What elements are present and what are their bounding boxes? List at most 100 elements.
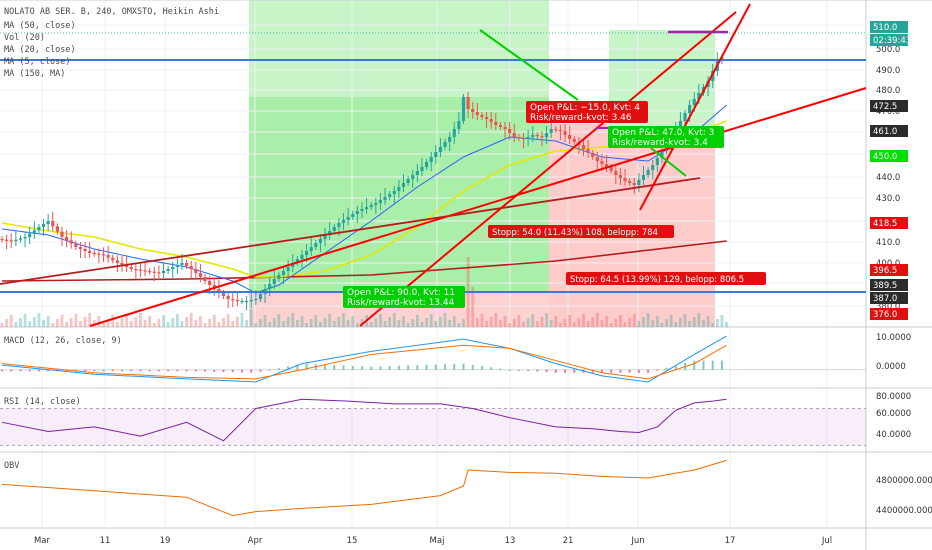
candle	[134, 269, 138, 271]
candle	[272, 279, 276, 284]
volume-bar	[79, 321, 82, 327]
candle	[166, 269, 170, 271]
candle	[351, 214, 355, 217]
volume-bar	[5, 319, 9, 327]
volume-bar	[139, 313, 142, 327]
candle	[14, 239, 18, 241]
candle	[531, 135, 535, 137]
volume-bar	[88, 313, 92, 327]
macd-histogram-bar	[674, 365, 677, 370]
position-label-box	[526, 101, 648, 123]
legend-indicator: MA (5, close)	[4, 57, 71, 67]
macd-histogram-bar	[425, 364, 428, 370]
volume-bar	[429, 314, 433, 327]
macd-histogram-bar	[268, 369, 271, 371]
volume-bar	[586, 321, 590, 327]
candle	[300, 255, 304, 259]
candle	[494, 122, 498, 125]
candle	[291, 263, 295, 267]
price-tag: 387.0	[873, 294, 897, 304]
candle	[198, 273, 203, 277]
candle	[688, 105, 692, 113]
candle	[332, 227, 336, 231]
macd-histogram-bar	[388, 366, 391, 370]
price-tick: 480.0	[876, 86, 900, 96]
volume-bar	[97, 316, 101, 327]
volume-bar	[526, 318, 530, 327]
macd-histogram-bar	[573, 369, 576, 373]
volume-bar	[143, 320, 147, 327]
volume-bar	[402, 316, 405, 327]
candle	[660, 151, 664, 158]
volume-bar	[591, 317, 595, 327]
volume-bar	[522, 322, 525, 327]
macd-histogram-bar	[471, 364, 474, 370]
volume-bar	[489, 317, 493, 327]
volume-bar	[69, 318, 73, 327]
volume-bar	[282, 321, 285, 327]
macd-histogram-bar	[167, 369, 170, 372]
candle	[46, 221, 50, 224]
candle	[346, 217, 350, 220]
volume-bar	[499, 320, 502, 327]
macd-histogram-bar	[379, 366, 382, 370]
candle	[595, 157, 599, 161]
volume-bar	[249, 309, 253, 327]
volume-bar	[125, 314, 129, 327]
candle	[249, 300, 253, 302]
volume-bar	[439, 317, 442, 327]
rsi-band	[0, 408, 866, 446]
volume-bar	[406, 323, 410, 327]
price-tag-box	[870, 217, 908, 229]
candle	[646, 170, 650, 175]
candle	[457, 121, 461, 129]
volume-bar	[715, 319, 719, 327]
volume-bar	[392, 313, 396, 327]
volume-bar	[342, 313, 345, 327]
macd-histogram-bar	[453, 363, 456, 370]
price-tick: 440.0	[876, 173, 900, 183]
volume-bar	[152, 323, 156, 327]
volume-bar	[194, 320, 198, 327]
macd-histogram-bar	[305, 363, 308, 370]
macd-histogram-bar	[499, 368, 502, 370]
volume-bar	[346, 320, 350, 327]
macd-histogram-bar	[333, 365, 336, 370]
drawing-overlays[interactable]: Open P&L: 90.0, Kvt: 11Risk/reward-kvot:…	[0, 3, 867, 327]
candle	[37, 227, 41, 231]
macd-histogram-bar	[517, 369, 520, 371]
volume-bar	[554, 316, 558, 327]
trend-line	[89, 87, 867, 327]
price-tick: 490.0	[876, 66, 900, 76]
candle	[581, 145, 586, 149]
macd-histogram-bar	[600, 369, 603, 373]
candle	[614, 171, 618, 175]
macd-histogram-bar	[610, 369, 613, 373]
time-tick: Mar	[34, 536, 51, 546]
candle	[489, 119, 493, 122]
volume-bar	[614, 319, 618, 327]
candle	[503, 127, 507, 129]
volume-bar	[706, 316, 710, 327]
obv-tick: 4400000.0000	[876, 506, 932, 516]
candle	[9, 240, 13, 242]
time-tick: Jun	[630, 536, 644, 546]
macd-histogram-bar	[444, 364, 447, 370]
macd-histogram-bar	[185, 369, 188, 372]
candle	[443, 142, 447, 147]
candle	[471, 109, 475, 112]
price-tag: 510.0	[873, 23, 897, 33]
candle	[277, 275, 281, 279]
time-tick: Jul	[821, 536, 832, 546]
volume-bar	[226, 314, 230, 327]
legend-indicator: MA (50, close)	[4, 21, 76, 31]
candle	[157, 272, 161, 274]
volume-bar	[231, 321, 235, 327]
candle	[295, 259, 299, 263]
candle	[203, 277, 207, 281]
volume-bar	[545, 313, 548, 327]
volume-bar	[642, 317, 645, 327]
price-tag-box	[870, 279, 908, 291]
macd-histogram-bar	[508, 369, 511, 371]
